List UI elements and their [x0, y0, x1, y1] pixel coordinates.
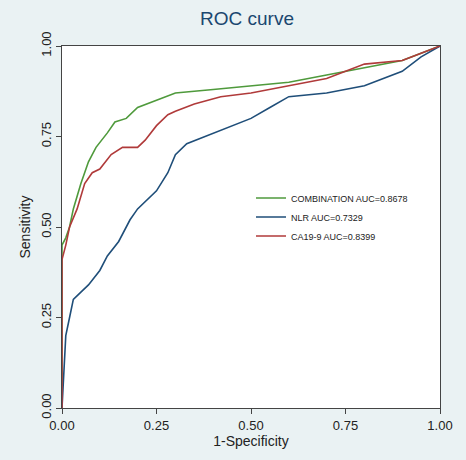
svg-text:0.25: 0.25: [39, 303, 54, 328]
svg-text:0.75: 0.75: [333, 418, 358, 433]
svg-text:0.50: 0.50: [238, 418, 263, 433]
svg-text:Sensitivity: Sensitivity: [17, 195, 33, 258]
svg-text:0.00: 0.00: [39, 393, 54, 418]
svg-text:0.00: 0.00: [49, 418, 74, 433]
svg-text:CA19-9 AUC=0.8399: CA19-9 AUC=0.8399: [291, 232, 375, 242]
svg-text:0.25: 0.25: [144, 418, 169, 433]
svg-text:1.00: 1.00: [427, 418, 452, 433]
svg-text:0.50: 0.50: [39, 212, 54, 237]
svg-text:0.75: 0.75: [39, 122, 54, 147]
svg-text:ROC curve: ROC curve: [200, 8, 294, 29]
svg-text:1-Specificity: 1-Specificity: [213, 433, 288, 449]
svg-text:1.00: 1.00: [39, 31, 54, 56]
svg-text:NLR AUC=0.7329: NLR AUC=0.7329: [291, 213, 363, 223]
svg-text:COMBINATION AUC=0.8678: COMBINATION AUC=0.8678: [291, 194, 408, 204]
